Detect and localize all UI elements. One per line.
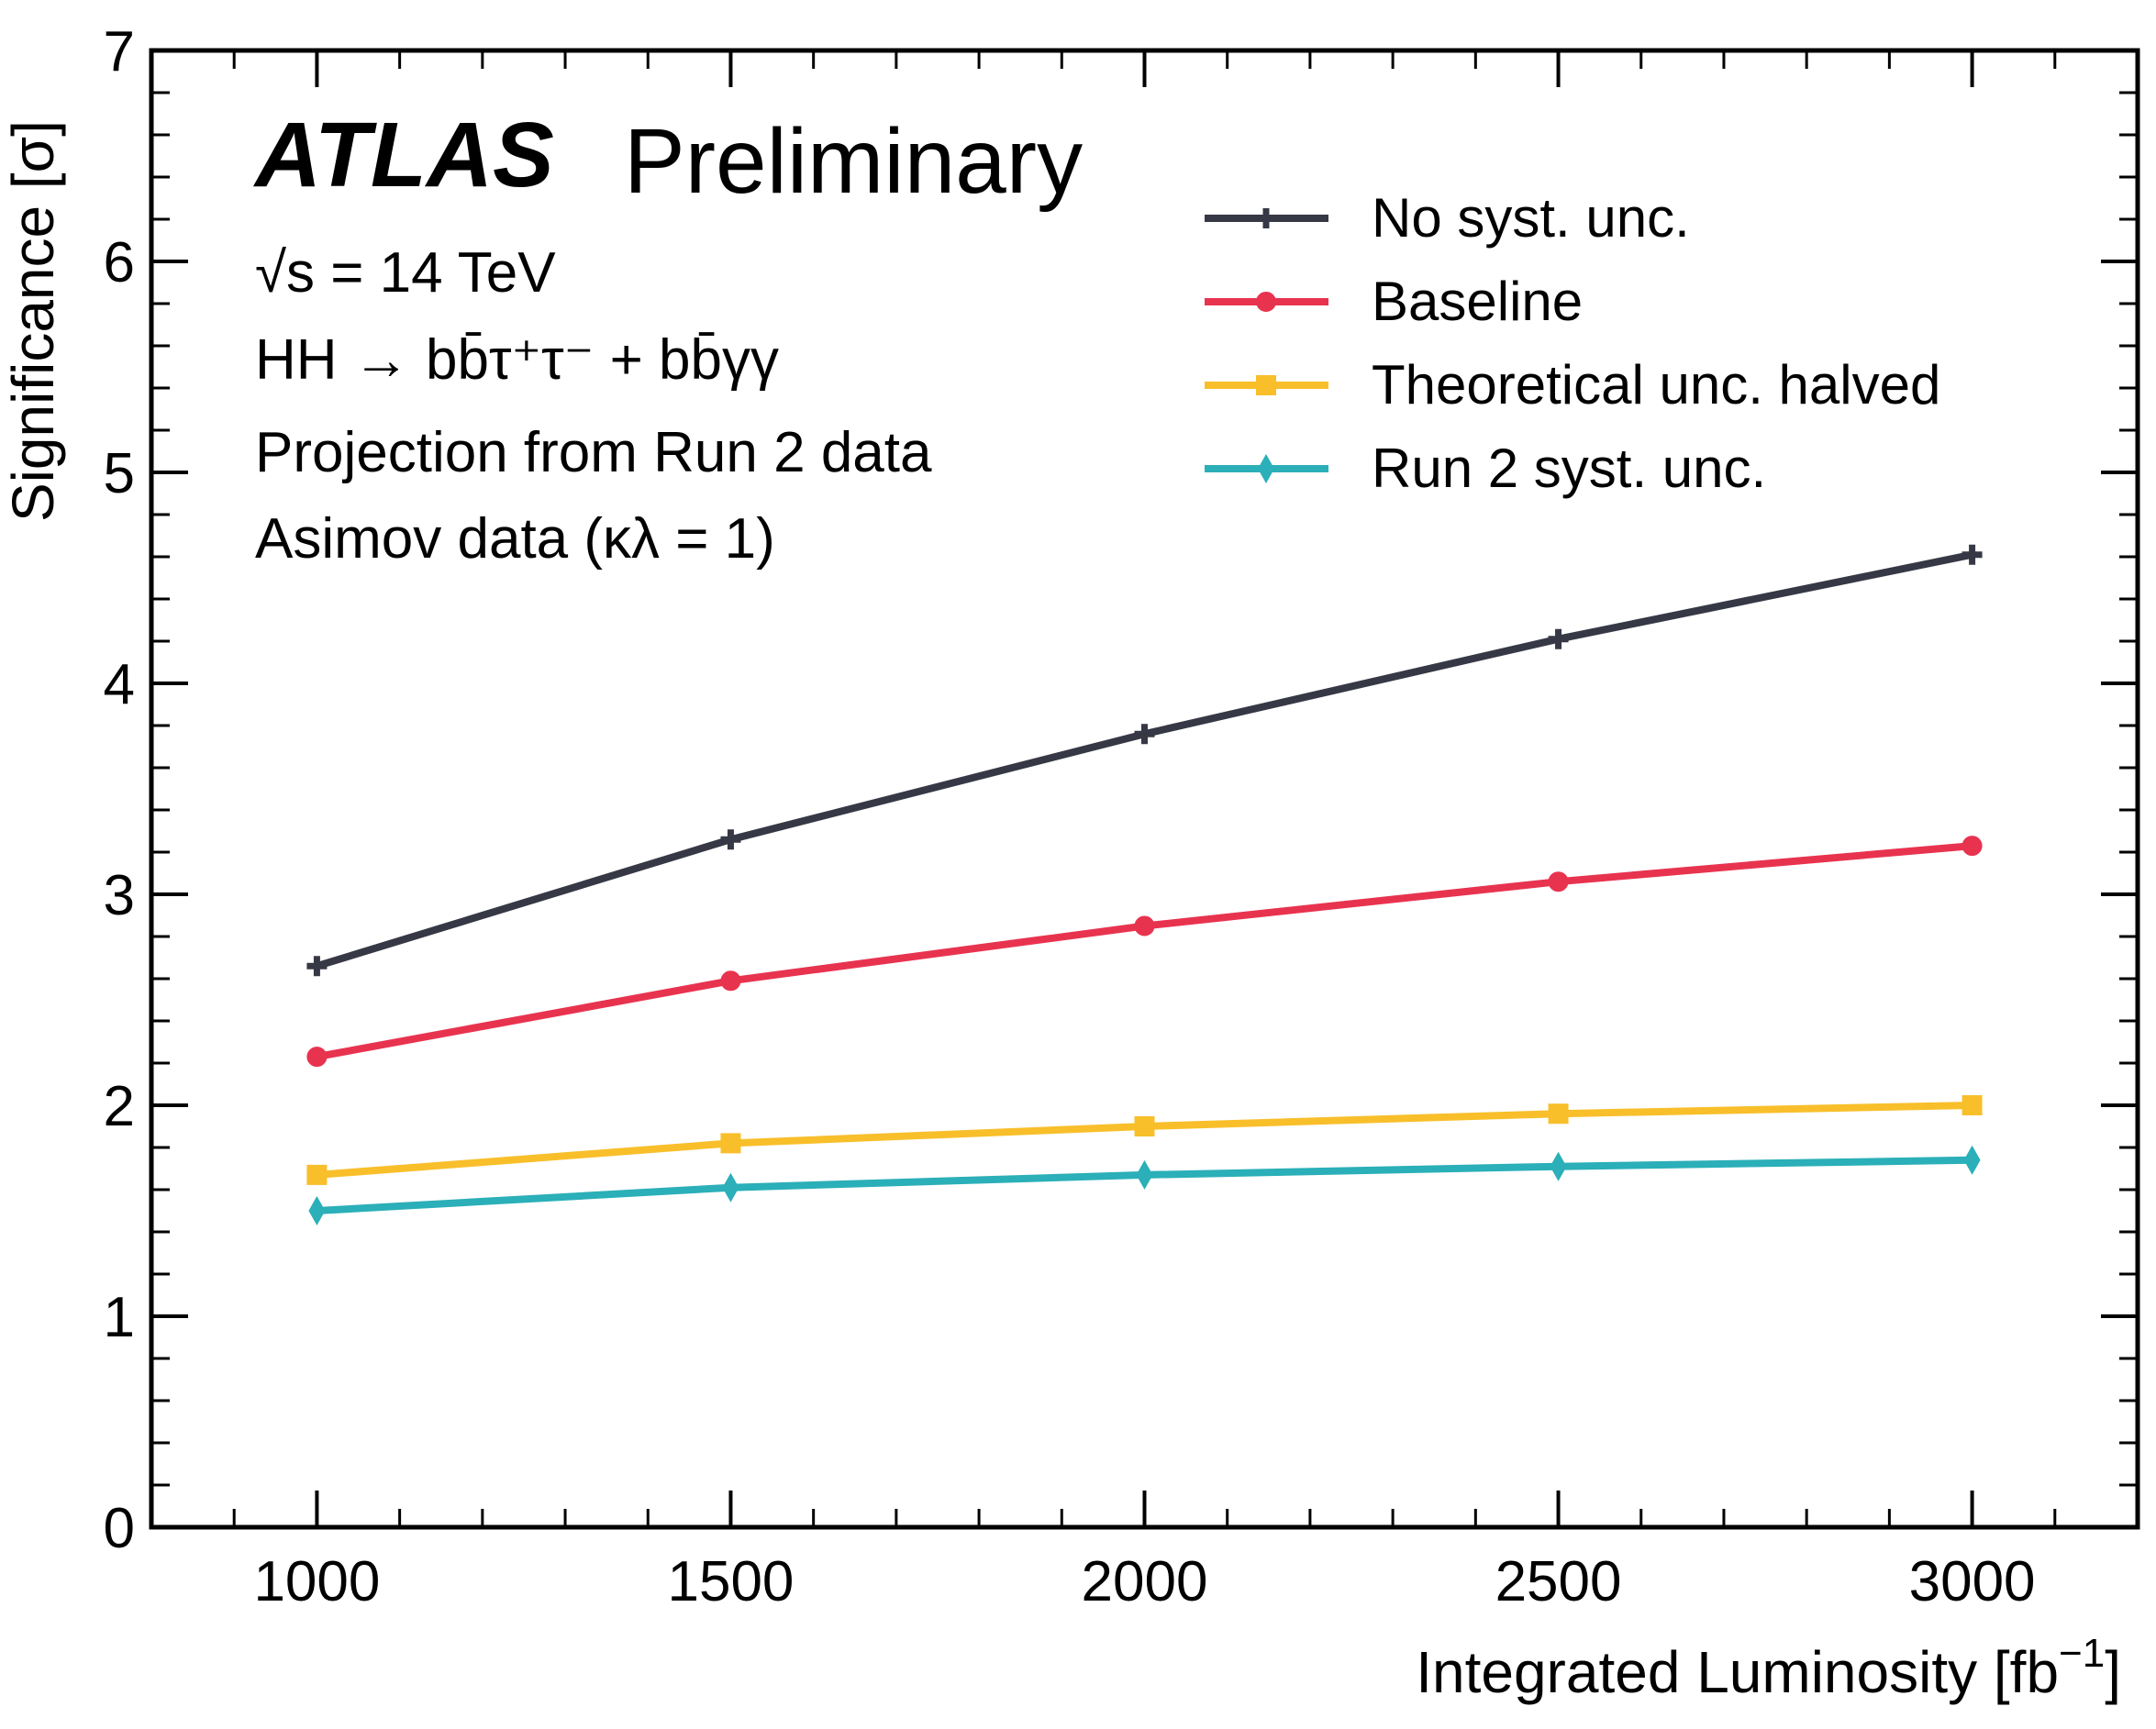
data-point xyxy=(1962,836,1983,857)
data-point xyxy=(1548,628,1569,649)
data-point xyxy=(306,1047,328,1068)
y-tick-label: 2 xyxy=(104,1075,135,1138)
y-tick-label: 7 xyxy=(104,20,135,83)
legend-label: Baseline xyxy=(1372,271,1583,332)
data-point xyxy=(720,970,741,992)
data-point xyxy=(1963,1145,1981,1175)
axis-tick-labels: 1000 1500 2000 2500 3000 0 1 2 3 4 5 6 7 xyxy=(104,20,2036,1613)
legend-label: Theoretical unc. halved xyxy=(1372,354,1940,416)
status-label: Preliminary xyxy=(624,110,1083,213)
x-tick-label: 1500 xyxy=(667,1550,794,1613)
data-point xyxy=(308,1196,326,1225)
data-point xyxy=(720,829,741,850)
asimov-label: Asimov data (κλ = 1) xyxy=(255,507,775,571)
data-point xyxy=(1548,1103,1569,1125)
data-point xyxy=(306,1164,328,1185)
y-tick-label: 0 xyxy=(104,1497,135,1560)
x-axis-label: Integrated Luminosity [fb−1] xyxy=(1416,1631,2121,1705)
data-point xyxy=(1258,454,1274,483)
data-point xyxy=(1256,375,1276,395)
legend: No syst. unc. Baseline Theoretical unc. ha… xyxy=(1205,187,1940,499)
data-point xyxy=(1136,1159,1153,1190)
y-tick-label: 1 xyxy=(104,1286,135,1349)
y-tick-label: 4 xyxy=(104,653,135,716)
data-point xyxy=(1134,915,1155,937)
y-tick-label: 5 xyxy=(104,442,135,505)
data-point xyxy=(1548,871,1569,892)
axis-ticks xyxy=(150,49,2139,1529)
energy-label: √s = 14 TeV xyxy=(255,241,556,305)
data-point xyxy=(1134,724,1155,745)
x-tick-label: 1000 xyxy=(253,1550,380,1613)
data-point xyxy=(1550,1151,1567,1181)
legend-label: No syst. unc. xyxy=(1372,187,1690,249)
x-tick-label: 2000 xyxy=(1082,1550,1208,1613)
x-tick-label: 3000 xyxy=(1909,1550,2036,1613)
x-tick-label: 2500 xyxy=(1495,1550,1622,1613)
series-line xyxy=(316,550,1973,970)
series-layer xyxy=(306,544,1983,1225)
data-point xyxy=(1256,292,1276,312)
data-point xyxy=(1962,1095,1983,1115)
legend-label: Run 2 syst. unc. xyxy=(1372,438,1766,499)
data-point xyxy=(1134,1116,1155,1136)
series-line xyxy=(316,842,1973,1061)
data-point xyxy=(720,1133,741,1154)
y-axis-label: Significance [σ] xyxy=(0,120,66,522)
process-label: HH → bb̄τ⁺τ⁻ + bb̄γγ xyxy=(255,328,779,392)
data-point xyxy=(722,1172,739,1203)
experiment-label: ATLAS xyxy=(252,104,554,206)
y-tick-label: 3 xyxy=(104,864,135,927)
data-point xyxy=(1962,544,1983,565)
data-point xyxy=(1256,208,1276,228)
y-tick-label: 6 xyxy=(104,231,135,294)
projection-label: Projection from Run 2 data xyxy=(255,421,932,484)
data-point xyxy=(306,956,328,977)
